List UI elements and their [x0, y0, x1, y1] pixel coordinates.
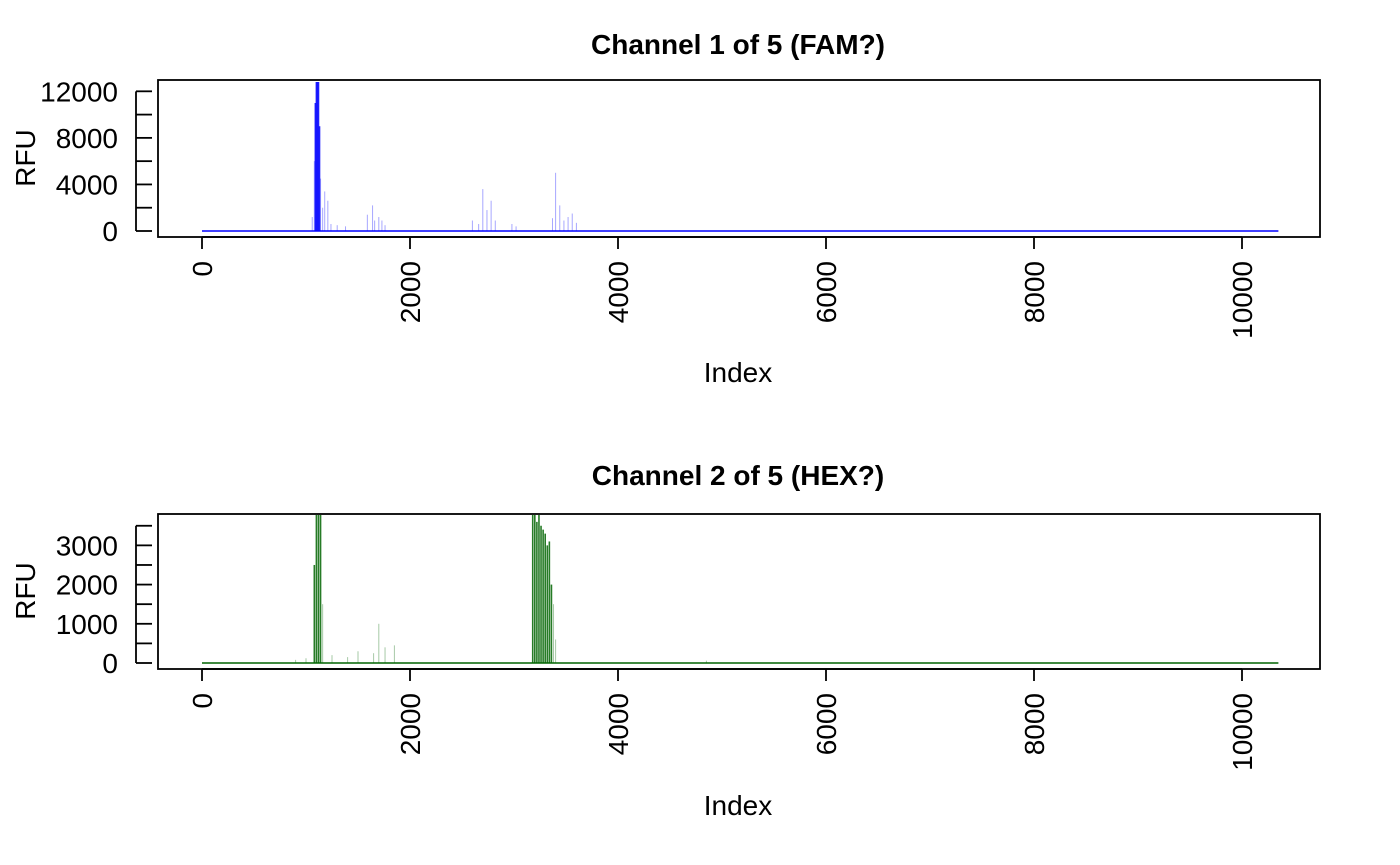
series-trace [202, 515, 1279, 664]
y-tick-label: 3000 [56, 530, 118, 561]
x-tick-label: 0 [187, 693, 218, 709]
panel-channel-1: Channel 1 of 5 (FAM?) 0 4000 8000 12000 0 20… [10, 29, 1321, 388]
x-tick-label: 6000 [811, 693, 842, 755]
y-axis: 0 4000 8000 12000 [40, 76, 152, 247]
y-tick-label: 0 [102, 216, 118, 247]
x-tick-label: 8000 [1019, 693, 1050, 755]
panel-channel-2: Channel 2 of 5 (HEX?) 0 1000 2000 3000 0 200… [10, 460, 1321, 821]
x-tick-label: 8000 [1019, 261, 1050, 323]
x-axis-label: Index [704, 790, 773, 821]
x-tick-label: 0 [187, 261, 218, 277]
y-tick-label: 0 [102, 648, 118, 679]
y-axis-label: RFU [10, 129, 41, 187]
series-trace [202, 82, 1279, 232]
x-tick-label: 4000 [603, 693, 634, 755]
x-tick-label: 4000 [603, 261, 634, 323]
y-axis: 0 1000 2000 3000 [56, 524, 152, 679]
y-tick-label: 12000 [40, 76, 118, 107]
y-tick-label: 2000 [56, 570, 118, 601]
x-tick-label: 10000 [1227, 693, 1258, 771]
x-tick-label: 10000 [1227, 261, 1258, 339]
x-tick-label: 6000 [811, 261, 842, 323]
x-axis-label: Index [704, 357, 773, 388]
plot-frame [157, 79, 1321, 238]
chart-title: Channel 1 of 5 (FAM?) [591, 29, 885, 60]
y-tick-label: 4000 [56, 169, 118, 200]
y-tick-label: 1000 [56, 609, 118, 640]
x-tick-label: 2000 [395, 261, 426, 323]
plot-frame [157, 513, 1321, 670]
x-tick-label: 2000 [395, 693, 426, 755]
x-axis: 0 2000 4000 6000 8000 10000 [187, 236, 1258, 339]
y-axis-label: RFU [10, 562, 41, 620]
x-axis: 0 2000 4000 6000 8000 10000 [187, 668, 1258, 771]
y-tick-label: 8000 [56, 123, 118, 154]
chart-title: Channel 2 of 5 (HEX?) [592, 460, 884, 491]
